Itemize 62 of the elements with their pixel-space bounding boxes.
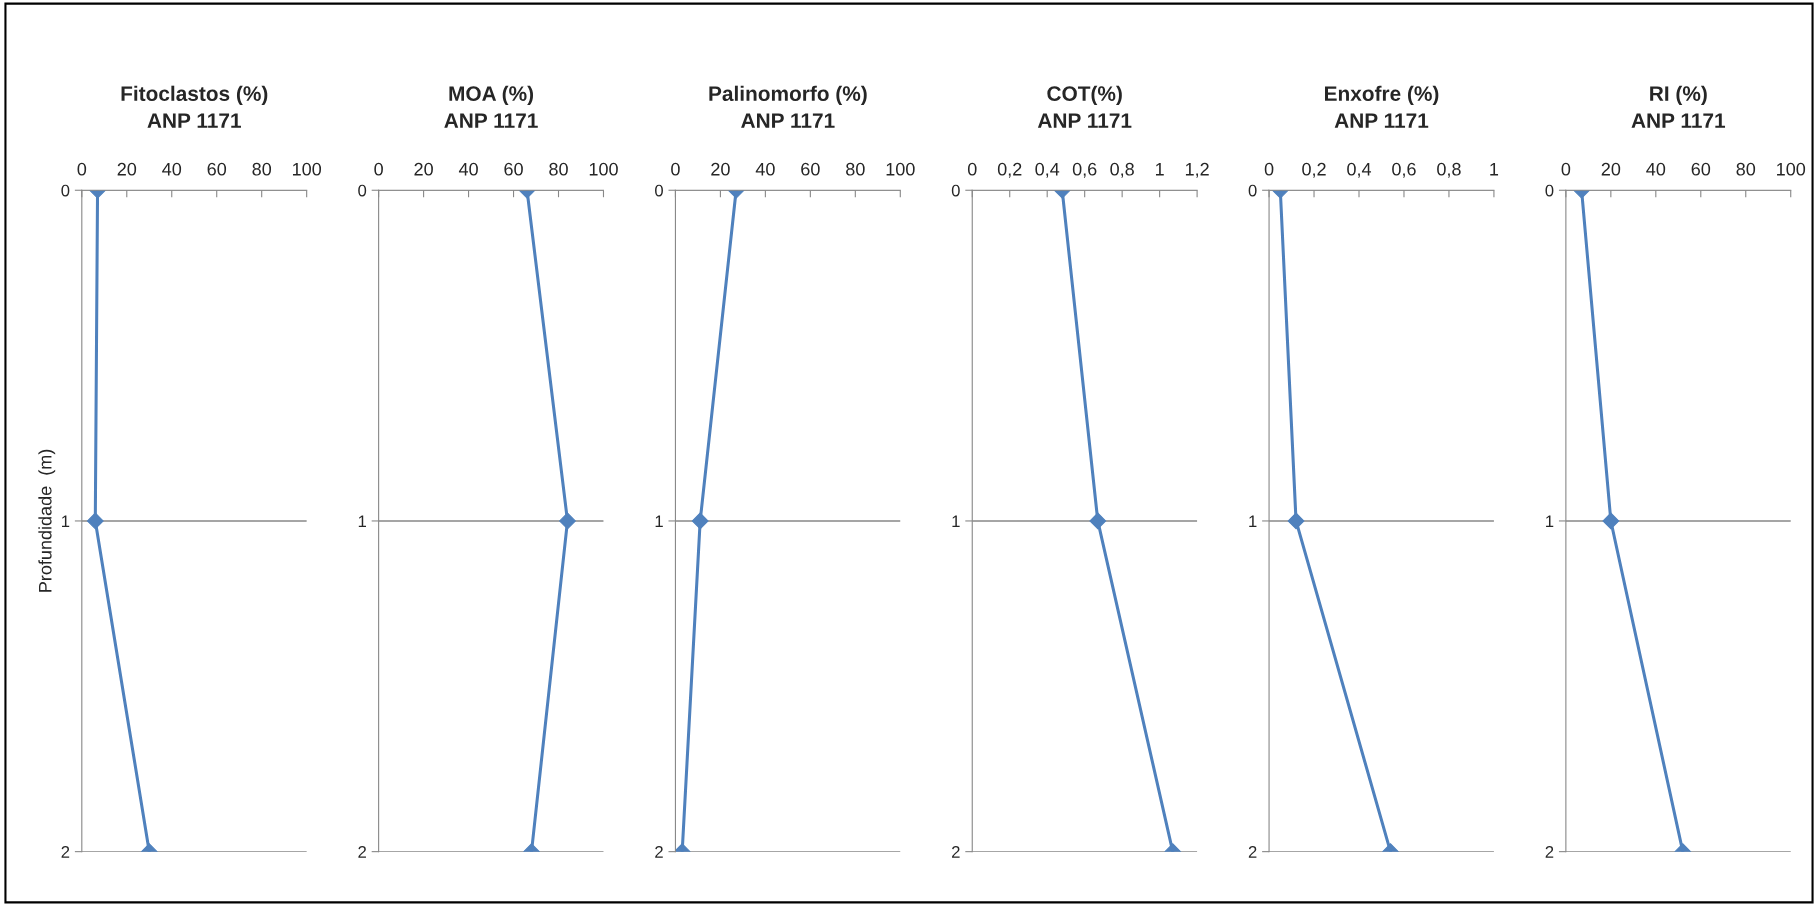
- x-tick-label: 20: [711, 162, 730, 176]
- y-tick-label: 0: [655, 184, 663, 197]
- chart-title: RI (%) ANP 1171: [1631, 85, 1726, 128]
- y-tick-label: 1: [1546, 515, 1554, 527]
- x-tick-label: 0: [967, 162, 977, 176]
- x-tick-label: 60: [504, 162, 523, 176]
- x-tick-label: 40: [458, 162, 478, 176]
- chart-title: Enxofre (%) ANP 1171: [1325, 85, 1439, 128]
- x-tick-label: 0,8: [1110, 162, 1134, 178]
- x-tick-label: 40: [162, 162, 182, 176]
- x-tick-label: 60: [207, 162, 227, 176]
- x-tick-label: 80: [252, 162, 272, 176]
- y-tick-label: 2: [952, 846, 960, 858]
- x-tick-label: 100: [886, 162, 915, 176]
- x-tick-label: 1: [1490, 162, 1499, 176]
- x-tick-label: 0,6: [1392, 162, 1416, 178]
- y-axis-title: Profundidade (m): [38, 449, 56, 592]
- x-tick-label: 0: [77, 162, 87, 176]
- x-tick-label: 20: [1601, 162, 1621, 176]
- x-tick-label: 0: [1264, 162, 1274, 176]
- x-tick-label: 80: [549, 162, 568, 176]
- y-tick-label: 0: [1545, 184, 1554, 197]
- y-tick-label: 1: [655, 515, 663, 527]
- y-tick-label: 0: [61, 184, 70, 197]
- x-tick-label: 40: [1646, 162, 1666, 176]
- x-tick-label: 0: [374, 162, 383, 176]
- y-tick-label: 2: [1545, 846, 1554, 858]
- y-tick-label: 2: [61, 846, 70, 858]
- y-tick-label: 0: [1248, 184, 1257, 197]
- x-tick-label: 1,2: [1185, 162, 1209, 178]
- x-tick-label: 100: [589, 162, 618, 176]
- chart-title: MOA (%) ANP 1171: [444, 85, 538, 128]
- x-tick-label: 60: [1691, 162, 1711, 176]
- x-tick-label: 100: [292, 162, 322, 176]
- x-tick-label: 0,4: [1035, 162, 1060, 178]
- y-tick-label: 1: [952, 515, 960, 527]
- x-tick-label: 0,2: [1302, 162, 1326, 178]
- x-tick-label: 0,6: [1072, 162, 1097, 178]
- x-tick-label: 0: [671, 162, 680, 176]
- y-tick-label: 0: [358, 184, 367, 197]
- x-tick-label: 0,4: [1347, 162, 1372, 178]
- y-tick-label: 1: [1249, 515, 1257, 527]
- chart-title: Fitoclastos (%) ANP 1171: [121, 85, 268, 128]
- y-tick-label: 2: [1248, 846, 1257, 858]
- x-tick-label: 20: [117, 162, 137, 176]
- x-tick-label: 0,8: [1437, 162, 1461, 178]
- x-tick-label: 0: [1561, 162, 1571, 176]
- x-tick-label: 60: [801, 162, 820, 176]
- x-tick-label: 100: [1777, 162, 1806, 176]
- x-tick-label: 80: [1736, 162, 1756, 176]
- y-tick-label: 1: [358, 515, 366, 527]
- chart-title: COT(%) ANP 1171: [1037, 85, 1132, 128]
- y-tick-label: 1: [62, 515, 70, 527]
- y-tick-label: 2: [655, 846, 663, 858]
- x-tick-label: 0,2: [997, 162, 1022, 178]
- y-tick-label: 2: [358, 846, 366, 858]
- chart-title: Palinomorfo (%) ANP 1171: [709, 85, 867, 128]
- y-tick-label: 0: [951, 184, 960, 197]
- x-tick-label: 1: [1155, 162, 1164, 176]
- x-tick-label: 20: [414, 162, 433, 176]
- x-tick-label: 40: [755, 162, 775, 176]
- x-tick-label: 80: [846, 162, 865, 176]
